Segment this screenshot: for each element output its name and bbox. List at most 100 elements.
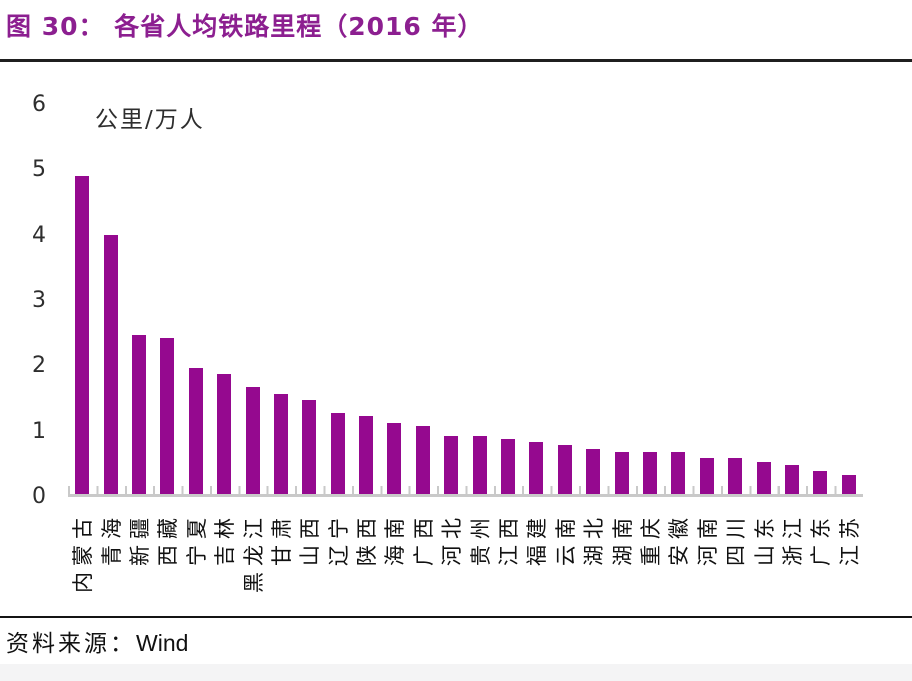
bar-chart: 0 1 2 3 4 5 6 公里/万人 内蒙古 青海 新疆 西藏 宁夏 吉林 黑龙江 甘肃 山西 辽宁 陕西 海南… xyxy=(0,62,912,616)
bar-slot xyxy=(835,105,863,494)
bar-海南 xyxy=(387,422,402,494)
bar-重庆 xyxy=(643,451,657,494)
bar-slot xyxy=(778,105,806,494)
y-axis-tick-label-2: 2 xyxy=(32,353,46,379)
bar-福建 xyxy=(529,442,544,494)
bar-山东 xyxy=(756,461,771,494)
plot-area xyxy=(68,105,863,497)
y-axis-tick-label-1: 1 xyxy=(32,418,46,444)
bar-甘肃 xyxy=(273,393,288,494)
bar-slot xyxy=(182,105,210,494)
source-row: 资料来源：Wind xyxy=(6,624,912,658)
x-axis-label-重庆: 重庆 xyxy=(639,512,663,566)
y-axis-tick-label-4: 4 xyxy=(32,222,46,248)
bottom-strip xyxy=(0,664,912,681)
bar-山西 xyxy=(302,400,317,494)
bar-slot xyxy=(465,105,493,494)
x-axis-label-浙江: 浙江 xyxy=(780,512,805,566)
figure-header: 图 30： 各省人均铁路里程（2016 年） xyxy=(0,0,912,62)
bar-河北 xyxy=(444,435,459,494)
footer-divider xyxy=(0,616,912,618)
bar-slot xyxy=(380,105,408,494)
bar-slot xyxy=(664,105,692,494)
x-axis-label-广东: 广东 xyxy=(809,512,834,566)
bar-slot xyxy=(749,105,777,494)
bar-辽宁 xyxy=(330,412,345,494)
x-axis-label-福建: 福建 xyxy=(525,512,550,566)
x-axis-label-吉林: 吉林 xyxy=(213,512,238,566)
bar-新疆 xyxy=(131,335,146,494)
bar-slot xyxy=(409,105,437,494)
x-axis-label-云南: 云南 xyxy=(553,512,578,566)
bar-广东 xyxy=(813,471,828,494)
source-value: Wind xyxy=(136,630,189,656)
bar-slot xyxy=(806,105,834,494)
bar-湖北 xyxy=(586,448,601,494)
bar-江西 xyxy=(501,438,516,494)
bar-广西 xyxy=(415,425,430,494)
y-axis-tick-label-0: 0 xyxy=(32,484,46,509)
bar-slot xyxy=(693,105,721,494)
x-axis-label-陕西: 陕西 xyxy=(355,512,380,566)
x-axis-label-贵州: 贵州 xyxy=(468,512,493,566)
bar-slot xyxy=(96,105,124,494)
source-label: 资料来源： xyxy=(6,631,136,656)
bar-吉林 xyxy=(217,374,232,494)
bar-slot xyxy=(437,105,465,494)
y-axis: 0 1 2 3 4 5 6 xyxy=(0,62,46,522)
x-axis-label-山西: 山西 xyxy=(298,512,323,566)
bar-slot xyxy=(721,105,749,494)
bar-slot xyxy=(579,105,607,494)
x-axis-label-湖北: 湖北 xyxy=(582,512,607,566)
y-axis-unit-label: 公里/万人 xyxy=(95,107,205,133)
x-axis-label-新疆: 新疆 xyxy=(127,512,152,566)
y-axis-tick-label-3: 3 xyxy=(32,288,46,313)
bar-青海 xyxy=(103,234,118,494)
x-axis-label-河南: 河南 xyxy=(695,512,720,566)
bar-slot xyxy=(551,105,579,494)
x-axis-labels: 内蒙古 青海 新疆 西藏 宁夏 吉林 黑龙江 甘肃 山西 辽宁 陕西 海南 广西 河北 贵州 江西 福建 云南 湖北… xyxy=(68,512,863,612)
bar-陕西 xyxy=(359,416,374,494)
bar-黑龙江 xyxy=(245,387,260,494)
bar-slot xyxy=(125,105,153,494)
bar-四川 xyxy=(728,458,743,494)
bar-贵州 xyxy=(472,435,487,494)
bar-河南 xyxy=(699,458,714,494)
y-axis-tick-label-5: 5 xyxy=(32,157,46,183)
x-axis-label-黑龙江: 黑龙江 xyxy=(241,512,266,593)
x-axis-label-山东: 山东 xyxy=(752,512,777,566)
bar-安徽 xyxy=(671,451,686,494)
bar-slot xyxy=(494,105,522,494)
bar-slot xyxy=(238,105,266,494)
x-axis-label-安徽: 安徽 xyxy=(667,512,692,566)
x-axis-label-江苏: 江苏 xyxy=(837,512,862,566)
x-axis-label-四川: 四川 xyxy=(724,512,749,566)
x-axis-label-宁夏: 宁夏 xyxy=(184,512,209,566)
x-axis-label-内蒙古: 内蒙古 xyxy=(71,512,96,593)
bar-江苏 xyxy=(841,474,856,494)
bar-宁夏 xyxy=(188,367,203,494)
bar-西藏 xyxy=(160,338,175,494)
x-axis-label-江西: 江西 xyxy=(497,512,522,566)
bar-slot xyxy=(607,105,635,494)
bar-slot xyxy=(352,105,380,494)
bar-内蒙古 xyxy=(75,176,90,494)
bar-云南 xyxy=(557,445,572,494)
y-axis-tick-label-6: 6 xyxy=(32,92,46,117)
x-axis-label-西藏: 西藏 xyxy=(156,512,181,566)
bar-湖南 xyxy=(614,451,629,494)
x-axis-label-青海: 青海 xyxy=(99,512,124,566)
bar-浙江 xyxy=(784,464,799,494)
x-axis-label-湖南: 湖南 xyxy=(610,512,635,566)
bar-slot xyxy=(636,105,664,494)
x-axis-label-甘肃: 甘肃 xyxy=(269,512,294,566)
bar-slot xyxy=(68,105,96,494)
x-axis-label-辽宁: 辽宁 xyxy=(326,512,351,566)
bar-slot xyxy=(210,105,238,494)
bar-slot xyxy=(267,105,295,494)
bar-slot xyxy=(295,105,323,494)
figure-title: 图 30： 各省人均铁路里程（2016 年） xyxy=(6,12,484,41)
bar-slot xyxy=(324,105,352,494)
bar-slot xyxy=(153,105,181,494)
